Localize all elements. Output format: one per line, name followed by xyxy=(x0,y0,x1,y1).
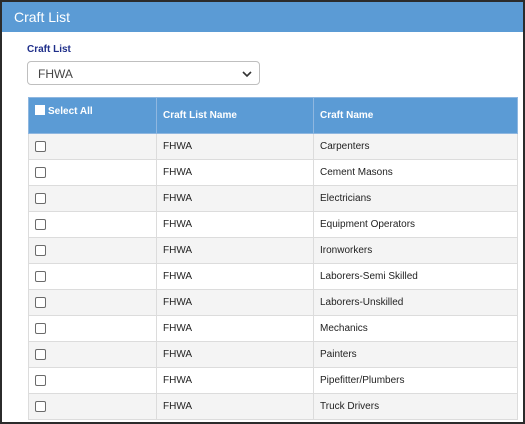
row-checkbox[interactable] xyxy=(35,218,46,230)
row-select-cell xyxy=(28,237,157,264)
row-checkbox[interactable] xyxy=(35,348,46,360)
craft-list-name-cell: FHWA xyxy=(156,315,314,342)
row-select-cell xyxy=(28,341,157,368)
craft-name-cell: Carpenters xyxy=(313,133,518,160)
row-checkbox[interactable] xyxy=(35,270,46,282)
table-row[interactable]: FHWA Painters xyxy=(28,341,518,368)
row-select-cell xyxy=(28,159,157,186)
craft-list-name-cell: FHWA xyxy=(156,367,314,394)
craft-name-cell: Electricians xyxy=(313,185,518,212)
craft-name-cell: Laborers-Unskilled xyxy=(313,289,518,316)
row-checkbox[interactable] xyxy=(35,400,46,412)
craft-list-name-cell: FHWA xyxy=(156,289,314,316)
row-select-cell xyxy=(28,133,157,160)
craft-list-name-cell: FHWA xyxy=(156,133,314,160)
craft-name-cell: Painters xyxy=(313,341,518,368)
craft-list-select-value: FHWA xyxy=(38,67,73,81)
select-all-label: Select All xyxy=(48,106,93,117)
craft-list-name-cell: FHWA xyxy=(156,263,314,290)
craft-name-cell: Equipment Operators xyxy=(313,211,518,238)
craft-name-cell: Cement Masons xyxy=(313,159,518,186)
craft-list-name-cell: FHWA xyxy=(156,211,314,238)
table-row[interactable]: FHWA Equipment Operators xyxy=(28,211,518,238)
table-row[interactable]: FHWA Laborers-Unskilled xyxy=(28,289,518,316)
craft-name-header[interactable]: Craft Name xyxy=(313,97,518,134)
table-row[interactable]: FHWA Mechanics xyxy=(28,315,518,342)
craft-table-body: FHWA Carpenters FHWA Cement Masons FHWA Elect… xyxy=(28,133,518,420)
craft-name-cell: Mechanics xyxy=(313,315,518,342)
row-select-cell xyxy=(28,289,157,316)
craft-list-label: Craft List xyxy=(27,44,71,55)
row-select-cell xyxy=(28,211,157,238)
row-checkbox[interactable] xyxy=(35,322,46,334)
row-select-cell xyxy=(28,263,157,290)
table-row[interactable]: FHWA Pipefitter/Plumbers xyxy=(28,367,518,394)
panel-header: Craft List xyxy=(2,2,523,32)
craft-name-cell: Ironworkers xyxy=(313,237,518,264)
row-checkbox[interactable] xyxy=(35,374,46,386)
table-row[interactable]: FHWA Electricians xyxy=(28,185,518,212)
row-checkbox[interactable] xyxy=(35,296,46,308)
row-checkbox[interactable] xyxy=(35,166,46,178)
craft-table: Select All Craft List Name Craft Name FH… xyxy=(28,97,518,420)
craft-list-name-header[interactable]: Craft List Name xyxy=(156,97,314,134)
row-checkbox[interactable] xyxy=(35,244,46,256)
craft-name-cell: Pipefitter/Plumbers xyxy=(313,367,518,394)
table-row[interactable]: FHWA Carpenters xyxy=(28,133,518,160)
chevron-down-icon xyxy=(242,71,252,78)
row-select-cell xyxy=(28,393,157,420)
craft-name-cell: Laborers-Semi Skilled xyxy=(313,263,518,290)
select-all-checkbox[interactable] xyxy=(35,105,45,115)
craft-list-name-cell: FHWA xyxy=(156,341,314,368)
row-select-cell xyxy=(28,367,157,394)
craft-list-name-cell: FHWA xyxy=(156,393,314,420)
row-checkbox[interactable] xyxy=(35,140,46,152)
table-row[interactable]: FHWA Ironworkers xyxy=(28,237,518,264)
craft-name-cell: Truck Drivers xyxy=(313,393,518,420)
table-row[interactable]: FHWA Cement Masons xyxy=(28,159,518,186)
row-select-cell xyxy=(28,315,157,342)
craft-list-name-cell: FHWA xyxy=(156,185,314,212)
table-header-row: Select All Craft List Name Craft Name xyxy=(28,97,518,134)
craft-list-name-cell: FHWA xyxy=(156,159,314,186)
select-all-header[interactable]: Select All xyxy=(28,97,157,134)
table-row[interactable]: FHWA Truck Drivers xyxy=(28,393,518,420)
craft-list-select[interactable]: FHWA xyxy=(27,61,260,85)
craft-list-name-cell: FHWA xyxy=(156,237,314,264)
row-checkbox[interactable] xyxy=(35,192,46,204)
table-row[interactable]: FHWA Laborers-Semi Skilled xyxy=(28,263,518,290)
row-select-cell xyxy=(28,185,157,212)
